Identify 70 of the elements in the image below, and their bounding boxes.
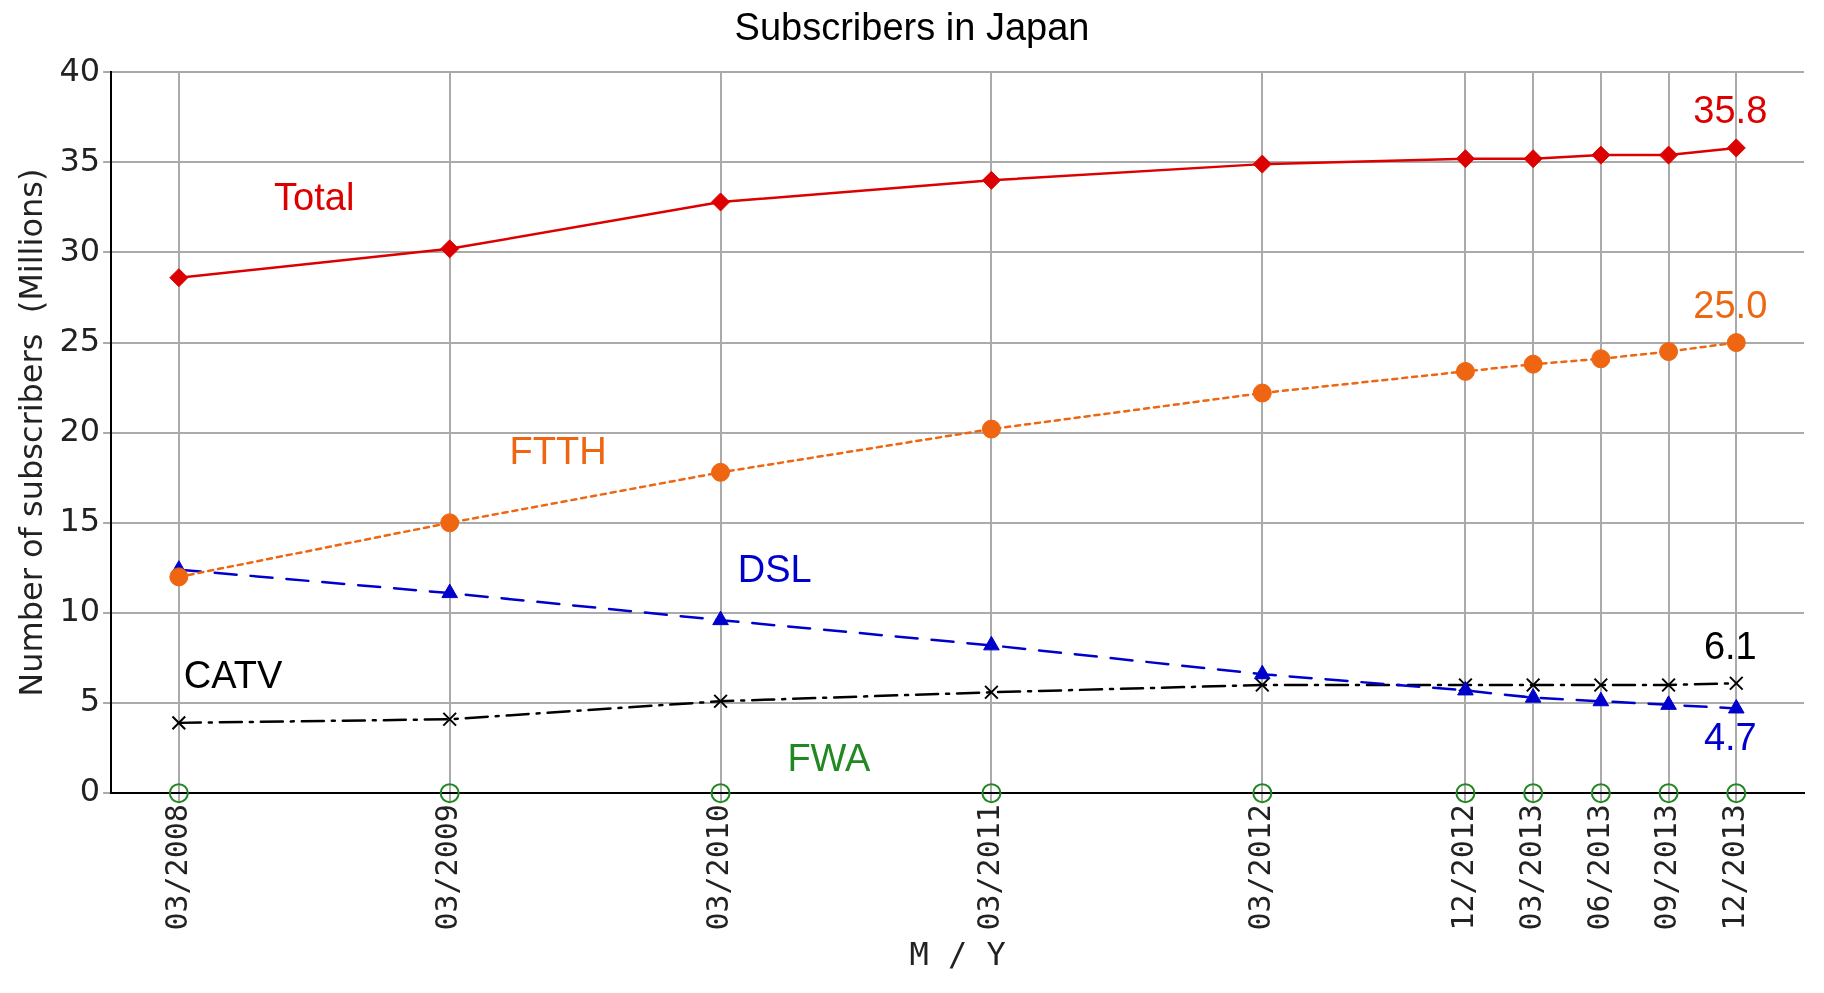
point xyxy=(1726,138,1746,158)
y-axis-title: Number of subscribers (Millions) xyxy=(11,168,50,697)
series-label: FWA xyxy=(787,736,872,779)
x-tick-label: 03/2009 xyxy=(429,804,465,931)
point xyxy=(1455,361,1475,381)
point xyxy=(1455,783,1476,804)
x-tick-label: 06/2013 xyxy=(1580,804,1616,931)
y-tick-label: 30 xyxy=(59,230,101,269)
point xyxy=(440,513,460,533)
x-tick-label: 12/2012 xyxy=(1445,804,1481,931)
point xyxy=(1591,145,1611,165)
point xyxy=(439,783,460,804)
data-label: 4.7 xyxy=(1703,715,1757,758)
x-tick-label: 03/2008 xyxy=(158,804,194,931)
point xyxy=(1523,354,1543,374)
point xyxy=(713,693,728,709)
point xyxy=(1726,333,1746,353)
point xyxy=(981,419,1001,439)
point xyxy=(1591,349,1611,369)
data-label: 35.8 xyxy=(1693,89,1768,132)
series-label: CATV xyxy=(183,653,283,696)
point xyxy=(1659,342,1679,362)
x-tick-label: 03/2012 xyxy=(1242,804,1278,931)
point xyxy=(1252,783,1273,804)
y-tick-label: 0 xyxy=(79,771,101,810)
series-label: DSL xyxy=(737,547,812,590)
point xyxy=(1590,783,1611,804)
data-label: 6.1 xyxy=(1703,624,1757,667)
x-tick-label: 12/2013 xyxy=(1716,804,1752,931)
point xyxy=(169,567,189,587)
x-tick-label: 03/2013 xyxy=(1512,804,1548,931)
y-tick-label: 25 xyxy=(59,320,101,359)
point xyxy=(168,783,189,804)
x-tick-label: 03/2010 xyxy=(700,804,736,931)
x-tick-label: 03/2011 xyxy=(971,804,1007,931)
point xyxy=(440,239,460,259)
point xyxy=(169,268,189,288)
point xyxy=(711,462,731,482)
point xyxy=(171,715,187,731)
point xyxy=(1728,675,1744,691)
point xyxy=(1523,149,1543,169)
y-tick-label: 10 xyxy=(59,591,101,630)
series-label: FTTH xyxy=(509,430,607,473)
point xyxy=(1254,677,1270,693)
point xyxy=(1593,677,1609,693)
chart-title: Subscribers in Japan xyxy=(733,5,1091,50)
x-axis-title: M / Y xyxy=(909,935,1006,974)
point xyxy=(1523,783,1544,804)
point xyxy=(1726,783,1747,804)
point xyxy=(442,711,458,727)
y-tick-label: 35 xyxy=(59,140,101,179)
point xyxy=(711,192,731,212)
y-tick-label: 20 xyxy=(59,411,101,449)
point xyxy=(710,783,731,804)
point xyxy=(981,783,1002,804)
point xyxy=(981,170,1001,190)
data-label: 25.0 xyxy=(1693,284,1768,327)
series-label: Total xyxy=(274,176,355,219)
point xyxy=(1661,677,1676,693)
point xyxy=(1252,383,1272,403)
point xyxy=(1659,145,1679,165)
point xyxy=(984,684,999,700)
point xyxy=(1455,149,1475,169)
x-tick-label: 09/2013 xyxy=(1648,804,1684,931)
y-tick-label: 5 xyxy=(79,681,101,720)
point xyxy=(1658,783,1679,804)
point xyxy=(1252,154,1272,174)
y-tick-label: 15 xyxy=(59,501,101,540)
point xyxy=(1525,677,1541,693)
y-tick-label: 40 xyxy=(59,50,101,89)
